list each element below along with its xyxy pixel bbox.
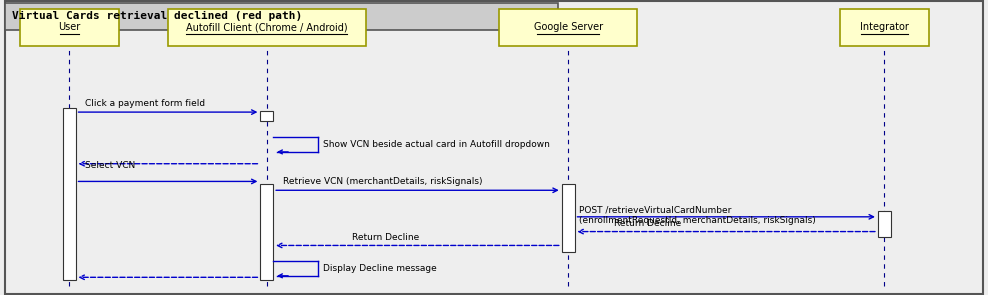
Text: (enrollmentRequestId, merchantDetails, riskSignals): (enrollmentRequestId, merchantDetails, r…	[579, 216, 816, 225]
Text: Retrieve VCN (merchantDetails, riskSignals): Retrieve VCN (merchantDetails, riskSigna…	[284, 177, 482, 186]
Bar	[840, 9, 929, 46]
Text: Display Decline message: Display Decline message	[322, 264, 437, 273]
Text: POST /retrieveVirtualCardNumber: POST /retrieveVirtualCardNumber	[579, 205, 732, 214]
Text: Click a payment form field: Click a payment form field	[85, 99, 206, 108]
Text: Integrator: Integrator	[860, 22, 909, 32]
Text: Return Decline: Return Decline	[614, 219, 682, 228]
Bar	[62, 108, 75, 280]
Bar	[499, 9, 637, 46]
Bar	[878, 211, 891, 237]
Text: Autofill Client (Chrome / Android): Autofill Client (Chrome / Android)	[186, 22, 348, 32]
Text: User: User	[58, 22, 80, 32]
Bar	[20, 9, 119, 46]
Bar	[561, 184, 575, 252]
Text: Return Decline: Return Decline	[353, 232, 420, 242]
Bar	[5, 3, 558, 30]
Bar	[260, 111, 273, 121]
Text: Google Server: Google Server	[534, 22, 603, 32]
Bar	[260, 184, 273, 280]
Text: Virtual Cards retrieval declined (red path): Virtual Cards retrieval declined (red pa…	[12, 11, 302, 21]
Bar	[168, 9, 366, 46]
Text: Select VCN: Select VCN	[85, 161, 135, 170]
Text: Show VCN beside actual card in Autofill dropdown: Show VCN beside actual card in Autofill …	[322, 140, 549, 149]
